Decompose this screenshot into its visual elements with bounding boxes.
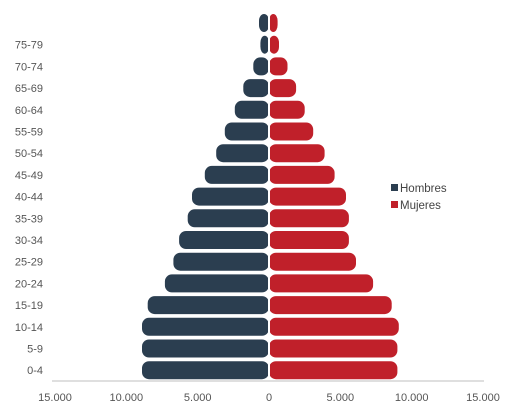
- bar-hombres-60-64: [234, 100, 269, 119]
- bar-hombres-55-59: [224, 122, 269, 141]
- legend-swatch-mujeres: [391, 201, 398, 208]
- bar-hombres-30-34: [179, 231, 269, 249]
- bar-mujeres-70-74: [269, 57, 288, 76]
- y-tick-label: 65-69: [15, 83, 43, 95]
- y-tick-label: 20-24: [15, 278, 43, 290]
- bar-hombres-70-74: [253, 57, 269, 76]
- legend-label-mujeres: Mujeres: [400, 200, 441, 212]
- x-tick-label: 5.000: [184, 392, 212, 402]
- bar-hombres-10-14: [142, 317, 269, 336]
- x-tick-label: 5.000: [327, 392, 355, 402]
- y-tick-label: 30-34: [15, 235, 43, 247]
- bar-mujeres-5-9: [269, 339, 398, 358]
- x-axis-tick-labels: 15.000 10.000 5.000 0 5.000 10.000 15.000: [38, 392, 500, 402]
- bar-mujeres-80+: [269, 14, 278, 32]
- y-tick-label: 25-29: [15, 257, 43, 269]
- bar-hombres-65-69: [243, 79, 269, 98]
- bar-mujeres-25-29: [269, 252, 356, 271]
- y-tick-label: 60-64: [15, 105, 43, 117]
- bar-mujeres-60-64: [269, 100, 305, 119]
- bar-hombres-20-24: [164, 274, 269, 293]
- bar-hombres-15-19: [147, 296, 269, 315]
- bar-hombres-40-44: [192, 187, 269, 206]
- y-axis-tick-labels: 0-4 5-9 10-14 15-19 20-24 25-29 30-34 35-39 40-4…: [15, 40, 43, 378]
- bar-mujeres-30-34: [269, 231, 349, 249]
- y-tick-label: 55-59: [15, 127, 43, 139]
- bar-mujeres-45-49: [269, 165, 335, 184]
- bar-mujeres-40-44: [269, 187, 346, 206]
- legend-swatch-hombres: [391, 184, 398, 191]
- bar-hombres-35-39: [187, 209, 269, 228]
- bar-mujeres-35-39: [269, 209, 349, 228]
- x-tick-label: 15.000: [38, 392, 72, 402]
- x-tick-label: 15.000: [466, 392, 500, 402]
- y-tick-label: 0-4: [27, 365, 43, 377]
- bar-hombres-0-4: [142, 361, 269, 380]
- bar-hombres-80+: [259, 14, 269, 32]
- y-tick-label: 40-44: [15, 192, 43, 204]
- bar-hombres-25-29: [173, 252, 269, 271]
- bar-mujeres-0-4: [269, 361, 398, 380]
- bar-mujeres-50-54: [269, 144, 325, 163]
- bar-hombres-5-9: [142, 339, 269, 358]
- legend: Hombres Mujeres: [391, 183, 447, 212]
- bar-hombres-50-54: [216, 144, 269, 163]
- x-tick-label: 0: [266, 392, 272, 402]
- bar-mujeres-10-14: [269, 317, 399, 336]
- y-tick-label: 75-79: [15, 40, 43, 52]
- bars-layer: [142, 14, 399, 380]
- y-tick-label: 5-9: [27, 344, 43, 356]
- bar-mujeres-55-59: [269, 122, 314, 141]
- legend-label-hombres: Hombres: [400, 183, 447, 195]
- y-tick-label: 15-19: [15, 300, 43, 312]
- bar-hombres-75-79: [260, 35, 269, 54]
- bar-mujeres-75-79: [269, 35, 279, 54]
- x-tick-label: 10.000: [395, 392, 429, 402]
- x-tick-label: 10.000: [109, 392, 143, 402]
- y-tick-label: 35-39: [15, 213, 43, 225]
- bar-mujeres-65-69: [269, 79, 297, 98]
- bar-mujeres-20-24: [269, 274, 374, 293]
- bar-hombres-45-49: [204, 165, 269, 184]
- bar-mujeres-15-19: [269, 296, 392, 315]
- y-tick-label: 45-49: [15, 170, 43, 182]
- y-tick-label: 10-14: [15, 322, 43, 334]
- y-tick-label: 70-74: [15, 61, 43, 73]
- y-tick-label: 50-54: [15, 148, 43, 160]
